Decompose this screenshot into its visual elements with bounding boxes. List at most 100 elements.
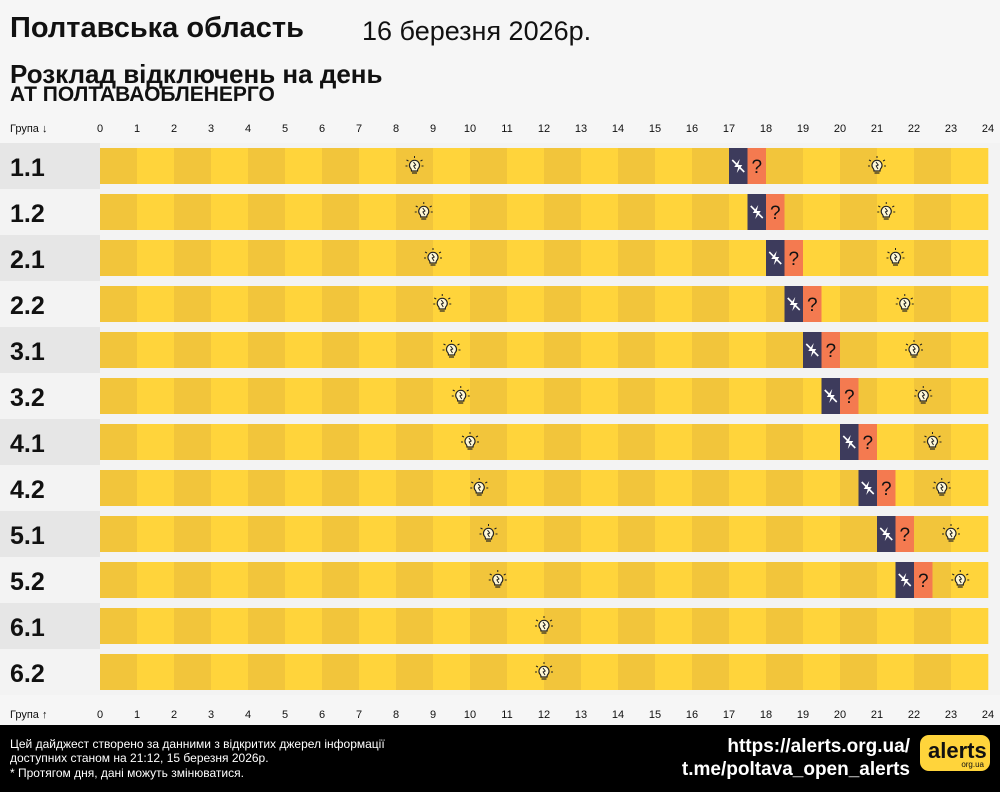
power-on-hour-cell	[581, 608, 619, 644]
power-on-hour-cell	[174, 240, 212, 276]
outage-schedule-chart: Група ↓Група ↑00112233445566778899101011…	[0, 123, 1000, 721]
maybe-off-block	[877, 470, 896, 506]
hour-tick-top: 3	[208, 123, 214, 135]
power-on-hour-cell	[544, 240, 582, 276]
group-label: 1.2	[10, 200, 45, 228]
lightbulb-icon	[442, 340, 461, 358]
power-on-hour-cell	[840, 240, 878, 276]
lightbulb-ray	[457, 343, 460, 346]
power-on-hour-cell	[470, 424, 508, 460]
no-power-icon	[824, 389, 838, 403]
lightbulb-icon	[868, 156, 886, 174]
lightbulb-icon	[942, 524, 960, 542]
power-on-hour-cell	[507, 378, 545, 414]
power-on-hour-cell	[359, 470, 397, 506]
hour-tick-top: 10	[464, 123, 476, 135]
no-power-icon	[787, 297, 801, 311]
lightbulb-bolt	[884, 207, 889, 216]
hour-tick-top: 22	[908, 123, 920, 135]
hour-tick-top: 14	[612, 123, 624, 135]
power-on-hour-cell	[729, 470, 767, 506]
power-on-hour-cell	[692, 240, 730, 276]
group-label-cell	[0, 281, 100, 327]
power-on-hour-cell	[100, 332, 138, 368]
maybe-off-block	[766, 194, 785, 230]
power-on-hour-cell	[100, 654, 138, 690]
hour-tick-bottom: 4	[245, 709, 251, 721]
power-on-hour-cell	[248, 654, 286, 690]
power-on-hour-cell	[729, 240, 767, 276]
lightbulb-ray	[938, 435, 941, 438]
power-on-hour-cell	[174, 562, 212, 598]
question-icon: ?	[862, 433, 873, 454]
page-title: Полтавська область	[10, 12, 304, 44]
power-on-hour-cell	[211, 240, 249, 276]
hour-tick-bottom: 7	[356, 709, 362, 721]
power-on-hour-cell	[877, 424, 915, 460]
power-on-hour-cell	[137, 654, 175, 690]
power-on-hour-cell	[914, 240, 952, 276]
lightbulb-bolt	[893, 253, 898, 262]
telegram-link[interactable]: t.me/poltava_open_alerts	[681, 759, 910, 780]
power-on-hour-cell	[285, 516, 323, 552]
power-on-hour-cell	[285, 332, 323, 368]
power-on-hour-cell	[396, 562, 434, 598]
power-on-hour-cell	[248, 424, 286, 460]
power-on-hour-cell	[507, 148, 545, 184]
power-on-hour-cell	[655, 332, 693, 368]
power-on-hour-cell	[581, 378, 619, 414]
power-on-hour-cell	[618, 378, 656, 414]
power-on-hour-cell	[655, 240, 693, 276]
power-on-hour-cell	[285, 148, 323, 184]
maybe-off-block	[803, 286, 822, 322]
power-on-hour-cell	[137, 562, 175, 598]
lightbulb-icon	[461, 432, 479, 450]
power-on-hour-cell	[248, 286, 286, 322]
power-on-hour-cell	[507, 516, 545, 552]
power-on-hour-cell	[544, 332, 582, 368]
power-on-hour-cell	[766, 654, 804, 690]
alerts-logo: alerts org.ua	[920, 735, 990, 771]
strike-line	[787, 297, 801, 311]
power-on-hour-cell	[285, 194, 323, 230]
power-on-hour-cell	[655, 424, 693, 460]
question-icon: ?	[807, 295, 818, 316]
power-on-hour-cell	[137, 470, 175, 506]
hour-tick-bottom: 15	[649, 709, 661, 721]
lightbulb-ray	[535, 619, 539, 622]
lightbulb-ray	[882, 159, 886, 162]
power-on-hour-cell	[618, 562, 656, 598]
power-on-hour-cell	[507, 424, 545, 460]
hour-tick-bottom: 10	[464, 709, 476, 721]
lightbulb-ray	[896, 297, 899, 300]
power-on-hour-cell	[285, 654, 323, 690]
website-link[interactable]: https://alerts.org.ua/	[727, 736, 910, 757]
power-on-hour-cell	[544, 194, 582, 230]
power-on-hour-cell	[359, 194, 397, 230]
lightbulb-ray	[424, 251, 428, 254]
power-on-hour-cell	[618, 470, 656, 506]
power-on-hour-cell	[877, 608, 915, 644]
power-on-hour-cell	[951, 240, 989, 276]
group-label: 6.2	[10, 660, 45, 688]
power-on-hour-cell	[137, 194, 175, 230]
lightbulb-bolt	[940, 483, 944, 492]
power-on-hour-cell	[914, 148, 952, 184]
lightbulb-ray	[494, 527, 497, 530]
hour-tick-bottom: 1	[134, 709, 140, 721]
power-on-hour-cell	[507, 654, 545, 690]
lightbulb-ray	[549, 619, 553, 622]
power-on-hour-cell	[914, 654, 952, 690]
hour-tick-bottom: 23	[945, 709, 957, 721]
lightbulb-ray	[868, 159, 872, 162]
power-on-hour-cell	[618, 608, 656, 644]
hour-tick-top: 9	[430, 123, 436, 135]
power-on-hour-cell	[285, 470, 323, 506]
power-on-hour-cell	[211, 194, 249, 230]
power-on-hour-cell	[618, 332, 656, 368]
hour-tick-bottom: 8	[393, 709, 399, 721]
power-on-hour-cell	[655, 148, 693, 184]
logo-subtext: org.ua	[961, 760, 984, 769]
lightbulb-ray	[429, 205, 432, 208]
hour-tick-top: 23	[945, 123, 957, 135]
